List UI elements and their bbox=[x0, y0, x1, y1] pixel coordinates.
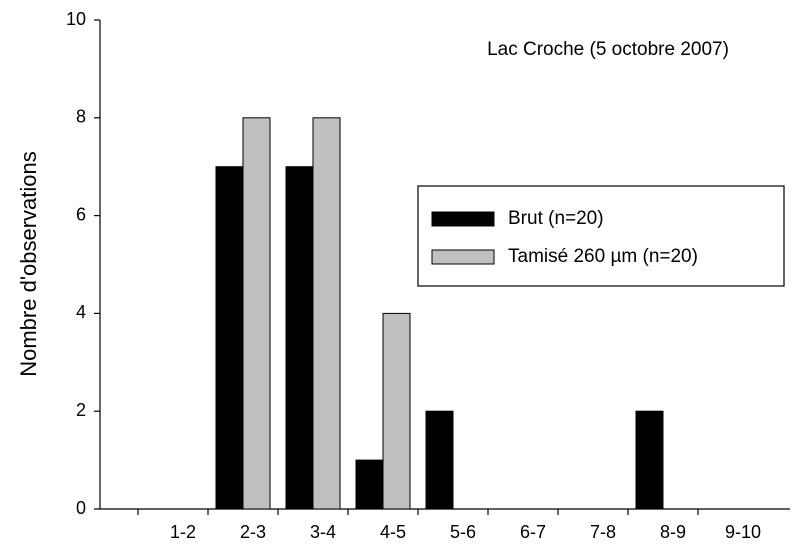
x-tick-label: 7-8 bbox=[590, 522, 616, 542]
bar bbox=[215, 166, 244, 510]
bar bbox=[355, 459, 384, 510]
bar bbox=[285, 166, 314, 510]
legend-swatch bbox=[431, 249, 495, 265]
annotation: Lac Croche (5 octobre 2007) bbox=[487, 39, 729, 60]
y-tick-label: 8 bbox=[76, 107, 86, 127]
x-tick-label: 2-3 bbox=[240, 522, 266, 542]
bar bbox=[425, 410, 454, 510]
legend-swatch bbox=[431, 211, 495, 227]
x-tick-label: 8-9 bbox=[660, 522, 686, 542]
y-tick-label: 6 bbox=[76, 204, 86, 224]
bar bbox=[242, 117, 271, 510]
y-tick-label: 4 bbox=[76, 302, 86, 322]
legend-label: Brut (n=20) bbox=[508, 208, 604, 229]
y-tick-label: 10 bbox=[66, 9, 86, 29]
x-tick-label: 1-2 bbox=[170, 522, 196, 542]
y-tick-label: 0 bbox=[76, 498, 86, 518]
y-axis-label: Nombre d'observations bbox=[16, 151, 41, 377]
legend-label: Tamisé 260 µm (n=20) bbox=[508, 246, 698, 267]
bar bbox=[635, 410, 664, 510]
bar bbox=[312, 117, 341, 510]
x-tick-label: 5-6 bbox=[450, 522, 476, 542]
x-tick-label: 4-5 bbox=[380, 522, 406, 542]
bar bbox=[382, 312, 411, 510]
x-tick-label: 9-10 bbox=[725, 522, 761, 542]
y-tick-label: 2 bbox=[76, 400, 86, 420]
x-tick-label: 6-7 bbox=[520, 522, 546, 542]
legend bbox=[417, 185, 785, 287]
x-tick-label: 3-4 bbox=[310, 522, 336, 542]
